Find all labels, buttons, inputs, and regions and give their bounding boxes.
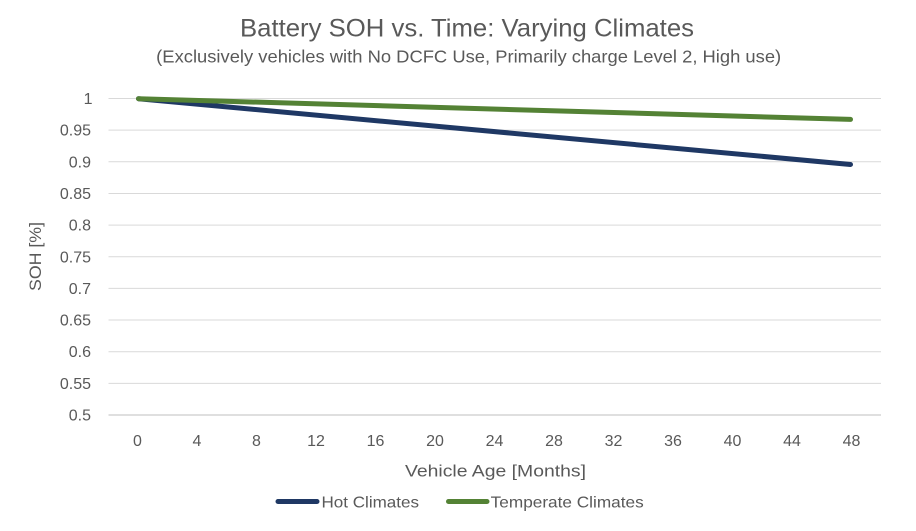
svg-text:24: 24 [486,433,504,450]
svg-text:0: 0 [133,433,142,450]
svg-text:SOH [%]: SOH [%] [26,222,45,291]
svg-text:0.7: 0.7 [69,281,91,298]
svg-text:0.8: 0.8 [69,218,91,235]
svg-text:0.55: 0.55 [60,376,91,393]
svg-text:0.65: 0.65 [60,313,91,330]
svg-text:40: 40 [724,433,742,450]
svg-text:28: 28 [545,433,563,450]
svg-text:1: 1 [84,91,93,108]
svg-text:Vehicle Age [Months]: Vehicle Age [Months] [405,461,586,480]
svg-text:16: 16 [367,433,385,450]
svg-text:36: 36 [664,433,682,450]
svg-text:44: 44 [783,433,801,450]
svg-text:Hot Climates: Hot Climates [322,494,420,511]
svg-text:12: 12 [307,433,325,450]
svg-text:Battery SOH vs. Time: Varying: Battery SOH vs. Time: Varying Climates [240,15,694,43]
svg-text:(Exclusively vehicles with No: (Exclusively vehicles with No DCFC Use, … [156,47,781,67]
svg-text:20: 20 [426,433,444,450]
svg-text:0.75: 0.75 [60,249,91,266]
svg-text:0.95: 0.95 [60,123,91,140]
svg-text:8: 8 [252,433,261,450]
svg-text:48: 48 [843,433,861,450]
svg-text:32: 32 [605,433,623,450]
svg-text:0.9: 0.9 [69,154,91,171]
svg-text:Temperate Climates: Temperate Climates [491,494,644,511]
svg-text:0.6: 0.6 [69,344,91,361]
svg-text:0.5: 0.5 [69,408,91,425]
svg-text:4: 4 [193,433,202,450]
svg-text:0.85: 0.85 [60,186,91,203]
